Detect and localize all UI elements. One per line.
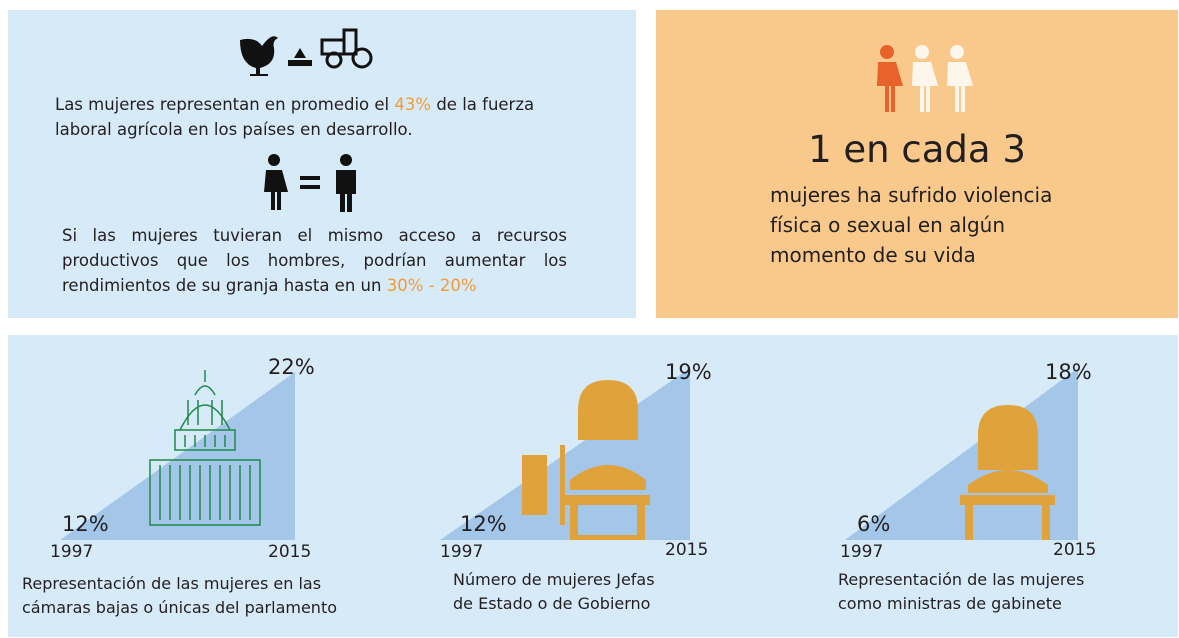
highlight: 30% - 20% [387,276,477,295]
end-year: 2015 [1053,540,1096,560]
equality-icon [264,154,356,212]
caption: Representación de las mujeres en las [22,572,321,596]
yield-text: Si las mujeres tuvieran el mismo acceso … [62,223,567,298]
start-value: 12% [460,512,507,536]
start-year: 1997 [440,542,483,562]
caption: como ministras de gabinete [838,592,1062,616]
violence-headline: 1 en cada 3 [656,128,1178,171]
text: Si las mujeres tuvieran el mismo acceso … [62,226,567,295]
start-value: 12% [62,512,109,536]
agri-icons [240,30,371,76]
violence-text: mujeres ha sufrido violencia física o se… [770,180,1090,270]
page: {"agriculture": {"labor": {"before": "La… [0,0,1179,638]
highlight: 43% [394,95,431,114]
end-value: 19% [665,360,712,384]
women-icon [877,45,973,112]
caption: cámaras bajas o únicas del parlamento [22,596,337,620]
caption: de Estado o de Gobierno [453,592,650,616]
start-value: 6% [857,512,890,536]
end-value: 18% [1045,360,1092,384]
end-year: 2015 [665,540,708,560]
start-year: 1997 [840,542,883,562]
caption: Número de mujeres Jefas [453,568,655,592]
text: Las mujeres representan en promedio el [55,95,394,114]
end-year: 2015 [268,542,311,562]
caption: Representación de las mujeres [838,568,1084,592]
end-value: 22% [268,355,315,379]
start-year: 1997 [50,542,93,562]
labor-text: Las mujeres representan en promedio el 4… [55,92,575,142]
